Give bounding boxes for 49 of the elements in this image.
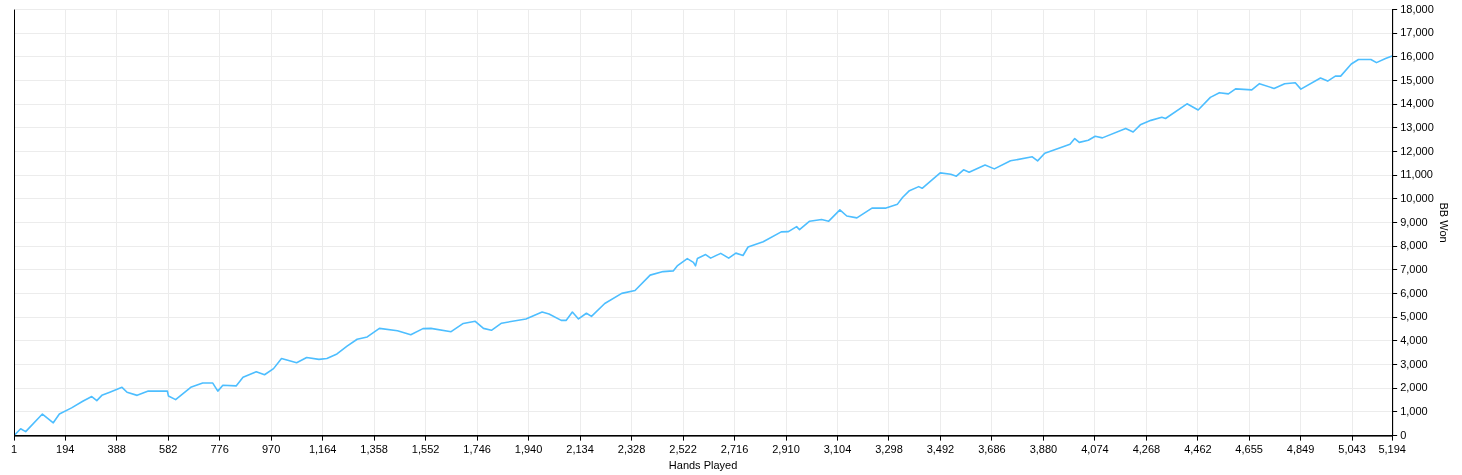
y-tick-label: 13,000 (1400, 120, 1434, 133)
x-tick-label: 2,328 (617, 443, 646, 456)
x-tick-label: 1,746 (463, 443, 491, 456)
y-tick-label: 9,000 (1400, 215, 1428, 228)
x-tick-label: 970 (261, 443, 281, 456)
x-tick-label: 776 (210, 443, 229, 456)
y-tick-label: 5,000 (1400, 310, 1428, 323)
x-tick-label: 1,940 (514, 443, 543, 456)
x-tick-label: 2,910 (772, 443, 800, 456)
x-tick-label: 5,194 (1378, 443, 1406, 456)
y-tick-label: 10,000 (1400, 191, 1434, 204)
y-tick-label: 17,000 (1400, 26, 1434, 39)
y-tick-label: 2,000 (1400, 381, 1428, 394)
x-tick-label: 582 (159, 443, 178, 456)
x-tick-label: 5,043 (1338, 443, 1366, 456)
x-tick-label: 1,164 (308, 443, 337, 456)
x-tick-label: 1 (10, 443, 18, 456)
y-tick-label: 4,000 (1400, 333, 1428, 346)
x-tick-label: 4,074 (1081, 443, 1109, 456)
x-tick-label: 1,552 (411, 443, 440, 456)
y-tick-label: 0 (1400, 428, 1407, 441)
x-tick-label: 1,358 (360, 443, 388, 456)
x-tick-label: 2,716 (720, 443, 749, 456)
x-tick-label: 2,522 (669, 443, 697, 456)
y-tick-label: 3,000 (1400, 357, 1428, 370)
x-tick-label: 3,492 (926, 443, 955, 456)
y-tick-label: 11,000 (1400, 168, 1433, 181)
y-tick-label: 18,000 (1400, 2, 1434, 15)
y-tick-label: 7,000 (1400, 262, 1428, 275)
x-tick-label: 3,104 (823, 443, 852, 456)
x-axis-title: Hands Played (668, 459, 738, 472)
y-tick-label: 16,000 (1400, 49, 1434, 62)
x-tick-label: 3,880 (1029, 443, 1058, 456)
x-tick-label: 4,462 (1184, 443, 1212, 456)
y-tick-label: 15,000 (1400, 73, 1434, 86)
y-tick-label: 8,000 (1400, 239, 1428, 252)
y-tick-label: 6,000 (1400, 286, 1428, 299)
x-tick-label: 2,134 (566, 443, 594, 456)
x-tick-label: 4,268 (1132, 443, 1161, 456)
y-tick-label: 1,000 (1400, 404, 1428, 417)
x-tick-label: 194 (56, 443, 75, 456)
x-tick-label: 4,849 (1286, 443, 1315, 456)
y-tick-label: 12,000 (1400, 144, 1434, 157)
y-axis-title: BB Won (1438, 202, 1451, 243)
x-tick-label: 388 (107, 443, 126, 456)
x-tick-label: 3,298 (875, 443, 903, 456)
y-tick-label: 14,000 (1400, 97, 1434, 110)
x-tick-label: 4,655 (1235, 443, 1263, 456)
x-tick-label: 3,686 (978, 443, 1006, 456)
